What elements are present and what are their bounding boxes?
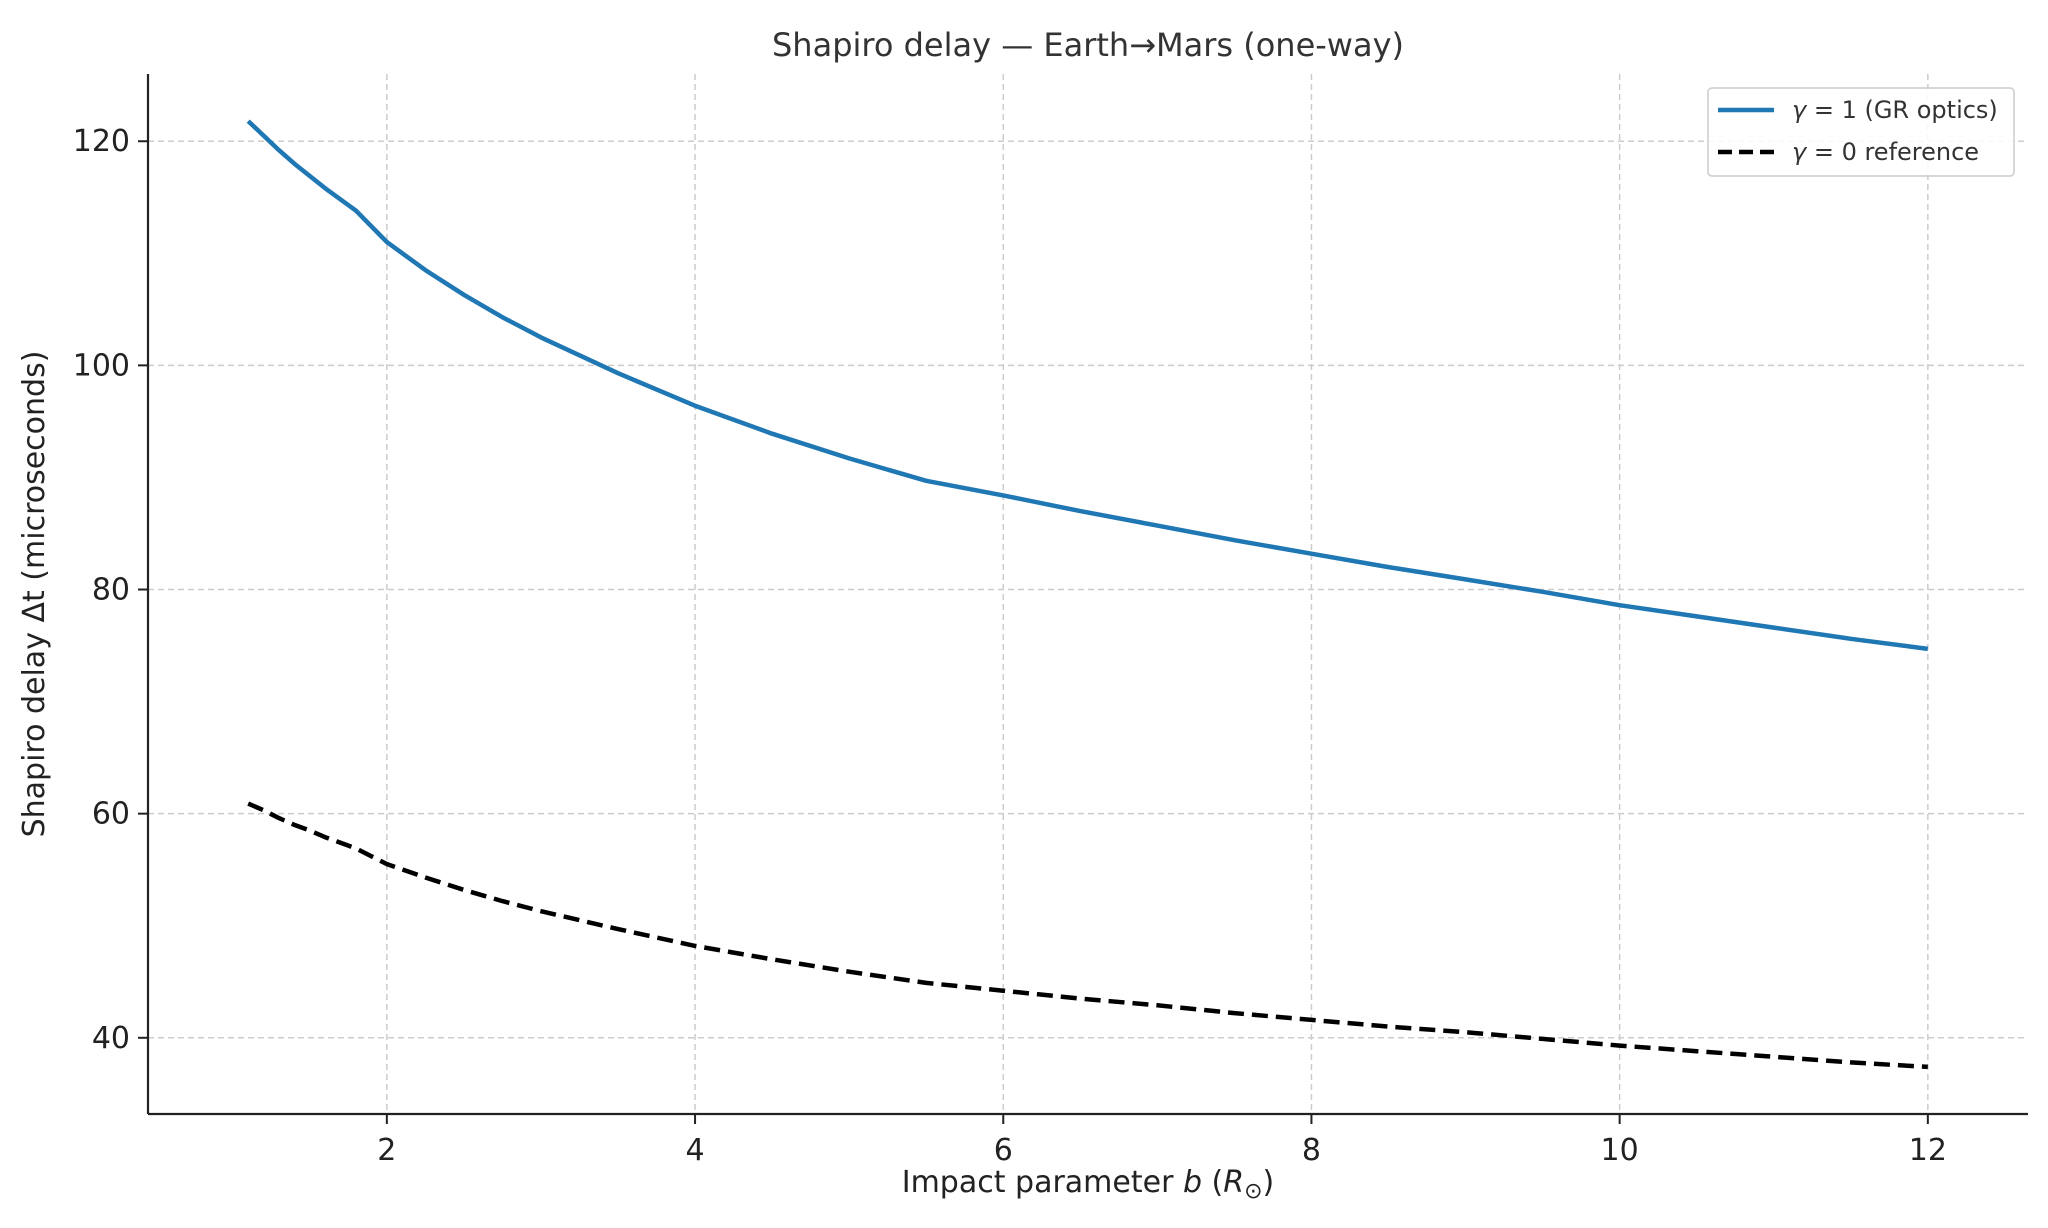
series-lines xyxy=(246,119,1929,1070)
x-tick-label: 10 xyxy=(1601,1133,1639,1168)
legend-box xyxy=(1707,87,2015,177)
y-tick-label: 40 xyxy=(92,1021,130,1056)
grid xyxy=(148,74,2028,1114)
y-axis-label: Shapiro delay Δt (microseconds) xyxy=(17,351,52,838)
legend: γ = 1 (GR optics) γ = 0 reference xyxy=(1707,87,2015,177)
legend-item-reference: γ = 0 reference xyxy=(1718,138,1979,166)
x-axis-label-prefix: Impact parameter xyxy=(902,1165,1183,1200)
x-axis-label-close: ) xyxy=(1263,1165,1275,1200)
legend-label-rest: = 1 (GR optics) xyxy=(1806,96,1998,124)
x-axis-label-open: ( xyxy=(1202,1165,1223,1200)
series-line-gr-optics xyxy=(246,119,1929,652)
x-tick-label: 12 xyxy=(1909,1133,1947,1168)
y-tick-label: 100 xyxy=(73,348,130,383)
legend-label-reference: γ = 0 reference xyxy=(1792,138,1979,166)
chart-title: Shapiro delay — Earth→Mars (one-way) xyxy=(772,26,1404,64)
x-tick-label: 6 xyxy=(994,1133,1013,1168)
x-tick-label: 8 xyxy=(1302,1133,1321,1168)
series-line-reference xyxy=(247,801,1928,1070)
legend-label-var: γ xyxy=(1792,96,1808,124)
legend-item-gr-optics: γ = 1 (GR optics) xyxy=(1718,96,1998,124)
y-tick-label: 120 xyxy=(73,124,130,159)
axes xyxy=(146,74,2028,1116)
y-tick-label: 60 xyxy=(92,797,130,832)
ticks: 2 4 6 8 10 12 40 60 80 100 120 xyxy=(73,124,1947,1168)
x-axis-label-sub: ⊙ xyxy=(1244,1179,1262,1204)
x-axis-label-unit: R xyxy=(1223,1165,1244,1200)
legend-label-var: γ xyxy=(1792,138,1808,166)
legend-label-gr-optics: γ = 1 (GR optics) xyxy=(1792,96,1998,124)
x-tick-label: 4 xyxy=(686,1133,705,1168)
x-axis-label-var: b xyxy=(1183,1165,1202,1200)
legend-label-rest: = 0 reference xyxy=(1806,138,1979,166)
x-axis-label: Impact parameter b (R⊙) xyxy=(902,1165,1275,1204)
x-tick-label: 2 xyxy=(377,1133,396,1168)
y-tick-label: 80 xyxy=(92,573,130,608)
